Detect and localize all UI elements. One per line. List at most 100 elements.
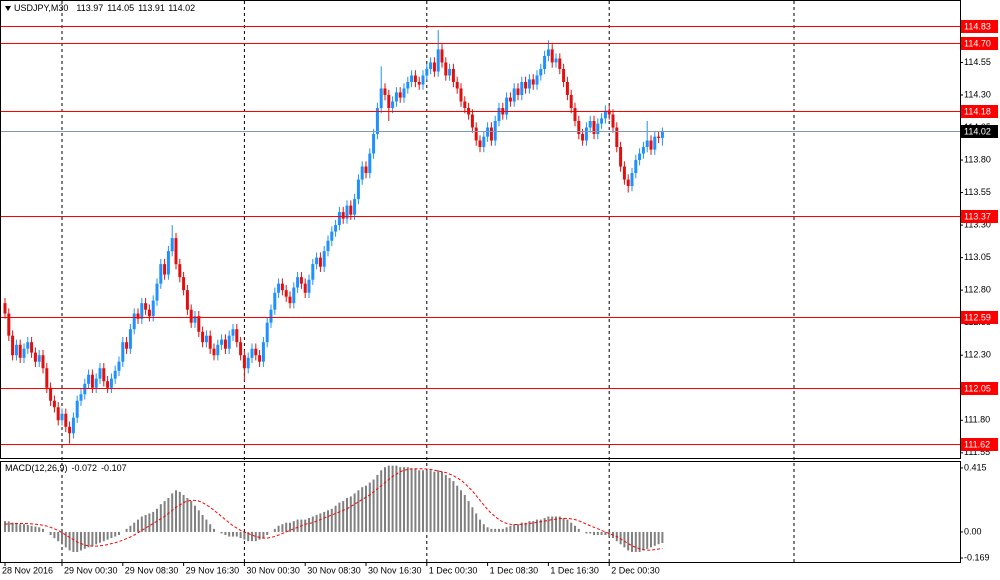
candle-body	[558, 58, 562, 69]
menu-triangle[interactable]	[5, 6, 11, 11]
macd-bar	[600, 531, 603, 536]
macd-bar	[327, 510, 329, 532]
macd-bar	[547, 516, 550, 532]
macd-bar	[72, 531, 75, 552]
macd-bar	[110, 531, 113, 539]
macd-bar	[425, 470, 428, 532]
candle-body	[535, 75, 539, 85]
candle-body	[391, 101, 395, 108]
macd-bar	[448, 477, 451, 532]
candle-body	[653, 136, 657, 150]
macd-bar	[441, 471, 443, 532]
candle-body	[87, 374, 91, 384]
candle-body	[444, 62, 448, 76]
x-tick-label: 29 Nov 08:30	[125, 565, 179, 575]
macd-bar	[357, 490, 360, 532]
macd-bar	[460, 490, 462, 532]
candle-body	[387, 94, 391, 108]
macd-bar	[532, 521, 535, 532]
candle-body	[3, 303, 7, 314]
candle-body	[83, 383, 87, 395]
macd-bar	[593, 531, 595, 536]
candle-body	[166, 251, 170, 275]
candle-body	[524, 81, 528, 89]
candle-body	[603, 110, 607, 119]
candle-body	[364, 166, 368, 174]
candle-body	[254, 348, 258, 356]
candle-body	[398, 92, 402, 98]
candle-body	[113, 370, 117, 379]
x-tick-label: 1 Dec 00:30	[429, 565, 478, 575]
macd-bar	[220, 531, 223, 534]
candle-body	[383, 88, 387, 95]
candle-body	[394, 92, 398, 102]
price-label: 114.02	[964, 126, 991, 136]
candle-body	[375, 107, 379, 135]
macd-bar	[4, 521, 6, 532]
macd-bar	[456, 485, 459, 532]
candle-body	[489, 127, 493, 141]
macd-bar	[228, 531, 231, 537]
candle-body	[565, 81, 569, 95]
macd-bar	[273, 528, 276, 532]
macd-bar	[201, 514, 204, 532]
level-label: 114.70	[964, 38, 991, 48]
macd-bar	[631, 531, 633, 552]
level-label-bg	[961, 20, 998, 33]
candle-body	[402, 88, 406, 98]
macd-bar	[140, 516, 143, 532]
macd-bar	[619, 531, 622, 545]
macd-bar	[577, 528, 580, 532]
macd-bar	[190, 501, 193, 532]
candle-body	[596, 123, 600, 135]
candle-body	[482, 136, 486, 148]
candle-body	[512, 88, 516, 102]
candle-body	[413, 75, 417, 82]
candle-body	[600, 118, 604, 124]
macd-bar	[224, 531, 227, 536]
candle-body	[581, 134, 585, 141]
candle-body	[451, 68, 455, 82]
candle-body	[607, 110, 611, 115]
macd-bar	[308, 518, 310, 532]
candle-body	[197, 316, 201, 332]
signal-line	[4, 468, 663, 551]
candle-body	[330, 231, 334, 241]
macd-bar	[38, 527, 41, 532]
macd-bar	[585, 531, 588, 534]
candle-body	[539, 68, 543, 76]
x-tick-label: 30 Nov 08:30	[307, 565, 361, 575]
macd-bar	[148, 513, 151, 532]
macd-bar	[102, 531, 105, 542]
candle-body	[337, 212, 341, 226]
macd-bar	[349, 496, 352, 532]
macd-bar	[129, 525, 132, 532]
macd-bar	[137, 519, 139, 532]
macd-bar	[205, 519, 208, 532]
macd-bar	[281, 524, 284, 532]
candle-body	[531, 79, 535, 85]
candle-body	[619, 147, 623, 167]
candle-body	[493, 121, 497, 141]
macd-bar	[623, 531, 626, 548]
macd-bar	[596, 531, 599, 536]
macd-bar	[118, 531, 120, 536]
candle-body	[265, 322, 269, 343]
candle-body	[562, 68, 566, 82]
candle-body	[37, 355, 41, 362]
macd-bar	[471, 507, 474, 532]
level-label-bg	[961, 37, 998, 50]
macd-bar	[258, 531, 261, 540]
candle-body	[573, 107, 577, 122]
candle-body	[550, 49, 554, 63]
candle-body	[360, 166, 364, 180]
candle-body	[151, 300, 155, 317]
macd-bar	[494, 528, 497, 532]
macd-bar	[292, 521, 295, 532]
macd-bar	[99, 531, 101, 543]
macd-bar	[7, 521, 10, 532]
macd-bar	[501, 528, 504, 532]
macd-bar	[53, 531, 56, 539]
candle-body	[94, 378, 98, 388]
macd-bar	[311, 516, 314, 532]
